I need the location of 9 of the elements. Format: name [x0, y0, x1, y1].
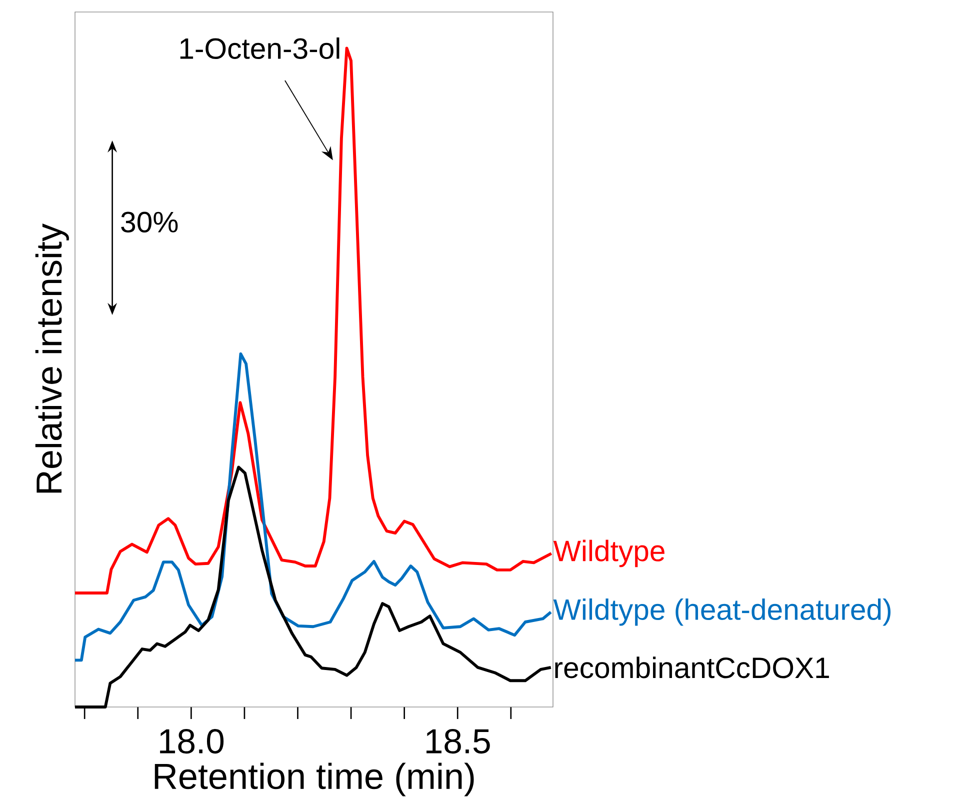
x-axis-title: Retention time (min) [154, 762, 474, 796]
annotation: 1-Octen-3-ol [180, 37, 340, 59]
x-tick-label: 18.5 [426, 729, 490, 754]
annotation: 30% [121, 212, 178, 233]
x-tick-label: 18.0 [160, 729, 224, 754]
series-label: Wildtype [553, 540, 664, 568]
series-label: recombinantCcDOX1 [555, 656, 829, 678]
y-axis-title: Relative intensity [35, 224, 69, 493]
series-label: Wildtype (heat-denatured) [553, 598, 890, 626]
